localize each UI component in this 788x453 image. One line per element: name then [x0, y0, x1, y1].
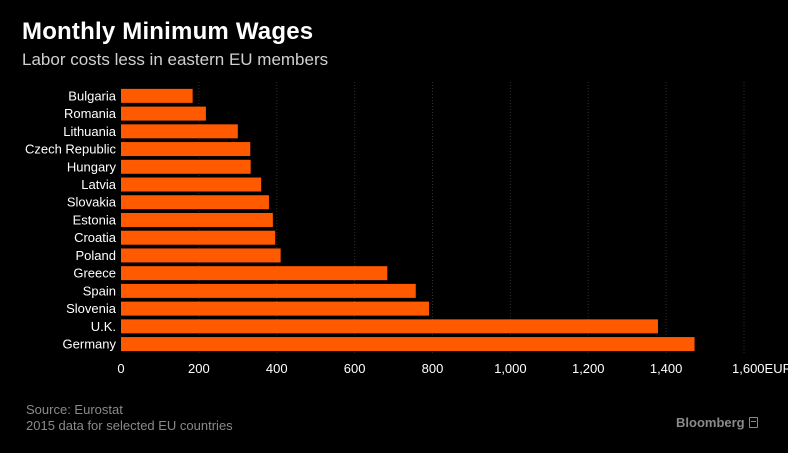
data-note: 2015 data for selected EU countries: [26, 418, 233, 433]
bar-chart: Bulgaria Romania Lithuania Czech Republic Hu…: [25, 82, 788, 376]
category-label: Estonia: [73, 212, 117, 227]
category-label: Poland: [76, 248, 116, 263]
category-label: Germany: [63, 337, 117, 352]
bar: [121, 230, 276, 245]
bar: [121, 177, 262, 192]
x-tick-label: 1,200: [572, 361, 605, 376]
bar: [121, 106, 206, 121]
category-label: U.K.: [91, 319, 116, 334]
category-label: Slovenia: [66, 301, 117, 316]
category-label: Slovakia: [67, 195, 117, 210]
category-label: Czech Republic: [25, 142, 117, 157]
category-label: Spain: [83, 283, 116, 298]
x-tick-labels: 0 200 400 600 800 1,000 1,200 1,400 1,600EUR: [117, 361, 788, 376]
chart-title: Monthly Minimum Wages: [22, 18, 314, 45]
category-label: Greece: [73, 266, 116, 281]
brand-label: Bloomberg: [676, 415, 745, 430]
category-label: Bulgaria: [68, 88, 116, 103]
bloomberg-logo: Bloomberg: [676, 415, 758, 430]
chart-subtitle: Labor costs less in eastern EU members: [22, 50, 329, 69]
x-tick-label: 600: [344, 361, 366, 376]
bar: [121, 212, 273, 227]
x-tick-label: 400: [266, 361, 288, 376]
bar: [121, 142, 251, 157]
x-tick-label: 1,400: [650, 361, 683, 376]
x-tick-label: 200: [188, 361, 210, 376]
bloomberg-mark-icon: [748, 417, 758, 428]
bar: [121, 248, 281, 263]
bar: [121, 319, 658, 334]
x-tick-label: 800: [422, 361, 444, 376]
category-label: Romania: [64, 106, 117, 121]
source-note: Source: Eurostat: [26, 402, 123, 417]
bar: [121, 301, 429, 316]
category-label: Lithuania: [63, 124, 117, 139]
category-label: Croatia: [74, 230, 117, 245]
x-tick-label: 1,000: [494, 361, 527, 376]
bar: [121, 283, 416, 298]
bar: [121, 195, 269, 210]
x-tick-label: 1,600EUR: [732, 361, 788, 376]
bar: [121, 124, 238, 139]
bar: [121, 88, 193, 103]
category-labels: Bulgaria Romania Lithuania Czech Republic Hu…: [25, 88, 117, 351]
category-label: Hungary: [67, 159, 117, 174]
bar: [121, 337, 695, 352]
bars: [121, 88, 695, 352]
category-label: Latvia: [81, 177, 116, 192]
bar: [121, 266, 388, 281]
x-tick-label: 0: [117, 361, 124, 376]
bar: [121, 159, 251, 174]
